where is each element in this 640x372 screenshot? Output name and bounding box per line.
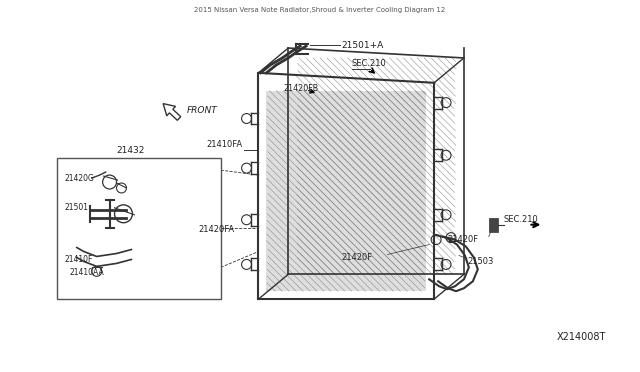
Text: SEC.210: SEC.210 [352,60,387,68]
Text: 21420F: 21420F [342,253,373,262]
Text: 21501+A: 21501+A [342,41,384,49]
Text: 21420G: 21420G [65,174,95,183]
Text: X214008T: X214008T [556,332,605,342]
Text: 2015 Nissan Versa Note Radiator,Shroud & Inverter Cooling Diagram 12: 2015 Nissan Versa Note Radiator,Shroud &… [195,7,445,13]
Text: 21420F: 21420F [447,235,478,244]
Text: 21410AA: 21410AA [70,268,104,277]
Bar [57,158,221,299]
Text: 21432: 21432 [116,146,145,155]
Text: 21501: 21501 [65,203,89,212]
Text: 21420FB: 21420FB [284,84,319,93]
Bar [489,218,498,232]
Text: 21420FA: 21420FA [198,225,235,234]
Text: FRONT: FRONT [187,106,218,115]
Text: 21503: 21503 [467,257,493,266]
Text: SEC.210: SEC.210 [504,215,538,224]
Text: 21410FA: 21410FA [207,140,243,149]
Text: 21410F: 21410F [65,255,93,264]
Polygon shape [266,91,426,291]
